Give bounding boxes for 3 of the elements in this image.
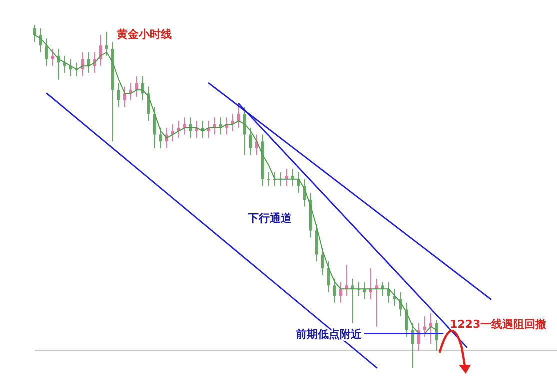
chart-title: 黄金小时线 <box>116 28 172 41</box>
annotation: 下行通道 <box>247 212 293 225</box>
annotation: 1223一线遇阻回撤 <box>450 318 547 331</box>
